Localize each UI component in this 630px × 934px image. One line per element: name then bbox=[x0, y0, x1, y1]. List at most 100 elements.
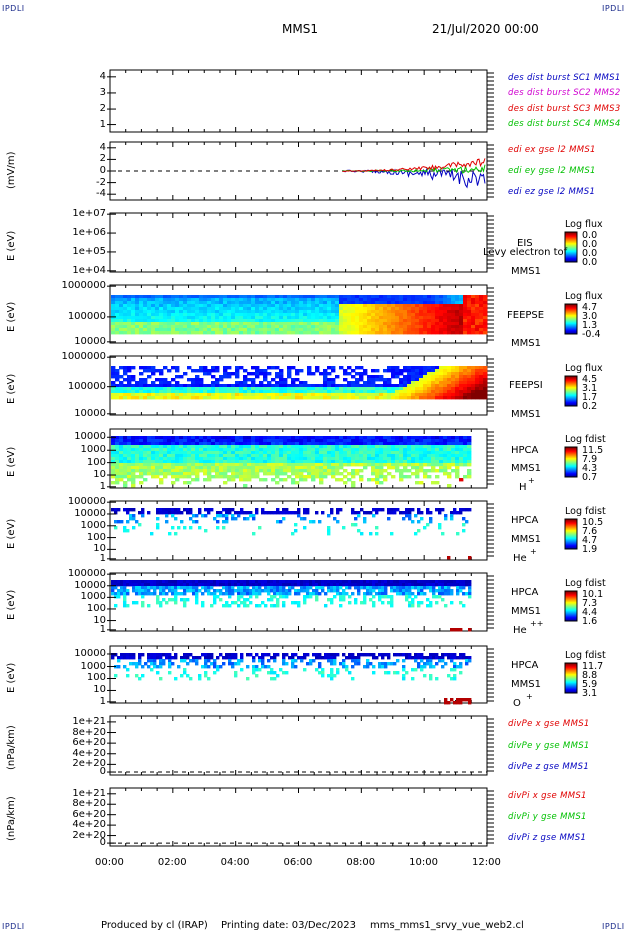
hpca_h-cell bbox=[383, 469, 388, 473]
feepse-cell bbox=[451, 301, 456, 305]
feepse-cell bbox=[147, 319, 152, 323]
hpca_hepp-cell bbox=[414, 586, 418, 590]
feepse-cell bbox=[167, 301, 172, 305]
hpca_h-cell bbox=[303, 436, 308, 440]
hpca_h-cell bbox=[199, 454, 204, 458]
hpca_h-cell bbox=[351, 484, 356, 488]
hpca_hepp-cell bbox=[399, 583, 403, 587]
hpca_hepp-cell bbox=[435, 580, 439, 584]
feepse-cell bbox=[143, 304, 148, 308]
hpca_hepp-cell bbox=[210, 604, 214, 608]
hpca_he-cell bbox=[408, 517, 412, 521]
hpca_h-cell bbox=[315, 463, 320, 467]
hpca_h-cell bbox=[391, 475, 396, 479]
hpca_h-cell bbox=[223, 460, 228, 464]
feepsi-cell bbox=[251, 366, 256, 370]
feepse-cell bbox=[339, 307, 344, 311]
feepse-cell bbox=[451, 319, 456, 323]
feepsi-cell bbox=[451, 384, 456, 388]
hpca_h-cell bbox=[375, 478, 380, 482]
feepse-cell bbox=[327, 325, 332, 329]
hpca_h-cell bbox=[367, 445, 372, 449]
hpca_h-cell bbox=[415, 445, 420, 449]
hpca_hepp-cell bbox=[228, 604, 232, 608]
hpca_he-cell bbox=[132, 517, 136, 521]
hpca_h-cell bbox=[195, 448, 200, 452]
feepse-cell bbox=[431, 322, 436, 326]
hpca_he-cell bbox=[276, 520, 280, 524]
feepse-cell bbox=[203, 307, 208, 311]
feepsi-cell bbox=[291, 393, 296, 397]
hpca_h-cell bbox=[131, 484, 136, 488]
feepse-cell bbox=[359, 319, 364, 323]
feepsi-cell bbox=[259, 372, 264, 376]
hpca_hepp-cell bbox=[183, 580, 187, 584]
feepsi-cell bbox=[455, 396, 460, 400]
hpca_h-cell bbox=[327, 445, 332, 449]
feepse-cell bbox=[367, 307, 372, 311]
hpca_h-cell bbox=[175, 448, 180, 452]
feepsi-cell bbox=[243, 369, 248, 373]
feepse-cell bbox=[419, 307, 424, 311]
feepse-cell bbox=[127, 313, 132, 317]
feepse-cell bbox=[483, 298, 488, 302]
hpca_he-cell bbox=[318, 520, 322, 524]
hpca_h-cell bbox=[139, 475, 144, 479]
hpca_h-cell bbox=[323, 472, 328, 476]
feepse-cell bbox=[399, 307, 404, 311]
feepsi-cell bbox=[447, 390, 452, 394]
hpca_h-cell bbox=[419, 469, 424, 473]
feepsi-cell bbox=[387, 378, 392, 382]
feepse-cell bbox=[319, 313, 324, 317]
hpca_h-cell bbox=[363, 451, 368, 455]
feepse-cell bbox=[239, 301, 244, 305]
hpca_hepp-cell bbox=[465, 580, 469, 584]
feepsi-cell bbox=[247, 384, 252, 388]
hpca_hepp-cell bbox=[267, 583, 271, 587]
feepse-cell bbox=[139, 322, 144, 326]
feepsi-cell bbox=[427, 384, 432, 388]
hpca_h-cell bbox=[231, 466, 236, 470]
feepsi-cell bbox=[427, 378, 432, 382]
feepsi-cell bbox=[443, 393, 448, 397]
hpca_h-cell bbox=[291, 454, 296, 458]
hpca_h-cell bbox=[343, 436, 348, 440]
hpca_h-cell bbox=[187, 475, 192, 479]
hpca_o-cell bbox=[204, 662, 208, 666]
hpca_hepp-cell bbox=[306, 595, 310, 599]
hpca_h-cell bbox=[335, 466, 340, 470]
hpca_o-cell bbox=[180, 659, 184, 663]
hpca_he-cell bbox=[297, 514, 301, 518]
hpca_he-cell bbox=[327, 526, 331, 530]
hpca_h-cell bbox=[459, 436, 464, 440]
feepse-cell bbox=[455, 331, 460, 335]
feepse-cell bbox=[275, 322, 280, 326]
hpca_h-cell bbox=[163, 445, 168, 449]
feepse-cell bbox=[199, 328, 204, 332]
hpca_hepp-cell bbox=[297, 583, 301, 587]
hpca_hepp-cell bbox=[243, 592, 247, 596]
feepse-cell bbox=[259, 307, 264, 311]
feepse-cell bbox=[255, 319, 260, 323]
hpca_hepp-cell bbox=[225, 589, 229, 593]
feepse-cell bbox=[187, 298, 192, 302]
hpca_h-cell bbox=[255, 451, 260, 455]
hpca_hepp-cell bbox=[264, 583, 268, 587]
feepse-cell bbox=[299, 319, 304, 323]
hpca_h-cell bbox=[355, 445, 360, 449]
hpca_h-cell bbox=[183, 472, 188, 476]
feepse-cell bbox=[143, 331, 148, 335]
feepsi-cell bbox=[327, 381, 332, 385]
feepse-cell bbox=[307, 304, 312, 308]
feepse-cell bbox=[423, 304, 428, 308]
hpca_h-cell bbox=[391, 448, 396, 452]
feepse-cell bbox=[131, 328, 136, 332]
hpca_h-cell bbox=[255, 454, 260, 458]
feepsi-cell bbox=[147, 375, 152, 379]
hpca_hepp-cell bbox=[201, 586, 205, 590]
feepsi-cell bbox=[407, 396, 412, 400]
feepse-cell bbox=[235, 316, 240, 320]
feepse-cell bbox=[287, 310, 292, 314]
feepse-cell bbox=[463, 319, 468, 323]
feepse-cell bbox=[443, 313, 448, 317]
